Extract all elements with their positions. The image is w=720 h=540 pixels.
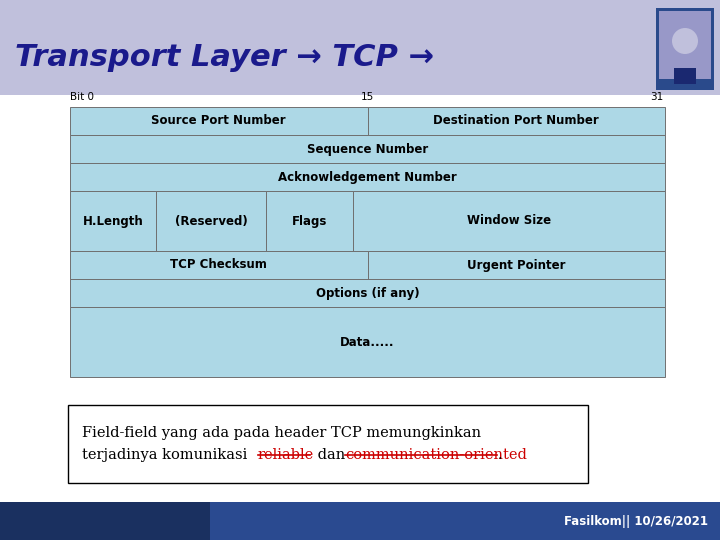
FancyBboxPatch shape [70, 163, 665, 191]
FancyBboxPatch shape [156, 191, 266, 251]
FancyBboxPatch shape [70, 135, 665, 163]
Text: Urgent Pointer: Urgent Pointer [467, 259, 565, 272]
Ellipse shape [672, 28, 698, 54]
FancyBboxPatch shape [367, 107, 665, 135]
Text: terjadinya komunikasi: terjadinya komunikasi [82, 448, 252, 462]
Text: Sequence Number: Sequence Number [307, 143, 428, 156]
FancyBboxPatch shape [674, 68, 696, 84]
FancyBboxPatch shape [266, 191, 353, 251]
FancyBboxPatch shape [0, 502, 210, 540]
FancyBboxPatch shape [68, 405, 588, 483]
Text: Fasilkom|| 10/26/2021: Fasilkom|| 10/26/2021 [564, 515, 708, 528]
FancyBboxPatch shape [210, 502, 720, 540]
Text: Data.....: Data..... [341, 335, 395, 348]
Text: Options (if any): Options (if any) [315, 287, 419, 300]
FancyBboxPatch shape [0, 0, 720, 95]
Text: reliable: reliable [258, 448, 314, 462]
Text: Acknowledgement Number: Acknowledgement Number [278, 171, 457, 184]
Text: Flags: Flags [292, 214, 327, 227]
Text: Destination Port Number: Destination Port Number [433, 114, 599, 127]
FancyBboxPatch shape [367, 251, 665, 279]
Text: Bit 0: Bit 0 [70, 92, 94, 102]
FancyBboxPatch shape [70, 307, 665, 377]
FancyBboxPatch shape [70, 251, 367, 279]
Text: 15: 15 [361, 92, 374, 102]
FancyBboxPatch shape [659, 11, 711, 79]
Text: TCP Checksum: TCP Checksum [171, 259, 267, 272]
Text: (Reserved): (Reserved) [175, 214, 248, 227]
Text: H.Length: H.Length [83, 214, 143, 227]
FancyBboxPatch shape [353, 191, 665, 251]
FancyBboxPatch shape [70, 107, 367, 135]
Text: .: . [498, 448, 503, 462]
Text: Transport Layer → TCP →: Transport Layer → TCP → [15, 44, 434, 72]
Text: Field-field yang ada pada header TCP memungkinkan: Field-field yang ada pada header TCP mem… [82, 426, 481, 440]
Text: communication-oriented: communication-oriented [345, 448, 527, 462]
Text: dan: dan [313, 448, 350, 462]
FancyBboxPatch shape [70, 191, 156, 251]
FancyBboxPatch shape [656, 8, 714, 90]
Text: 31: 31 [649, 92, 663, 102]
FancyBboxPatch shape [70, 279, 665, 307]
Text: Source Port Number: Source Port Number [151, 114, 286, 127]
Text: Window Size: Window Size [467, 214, 551, 227]
